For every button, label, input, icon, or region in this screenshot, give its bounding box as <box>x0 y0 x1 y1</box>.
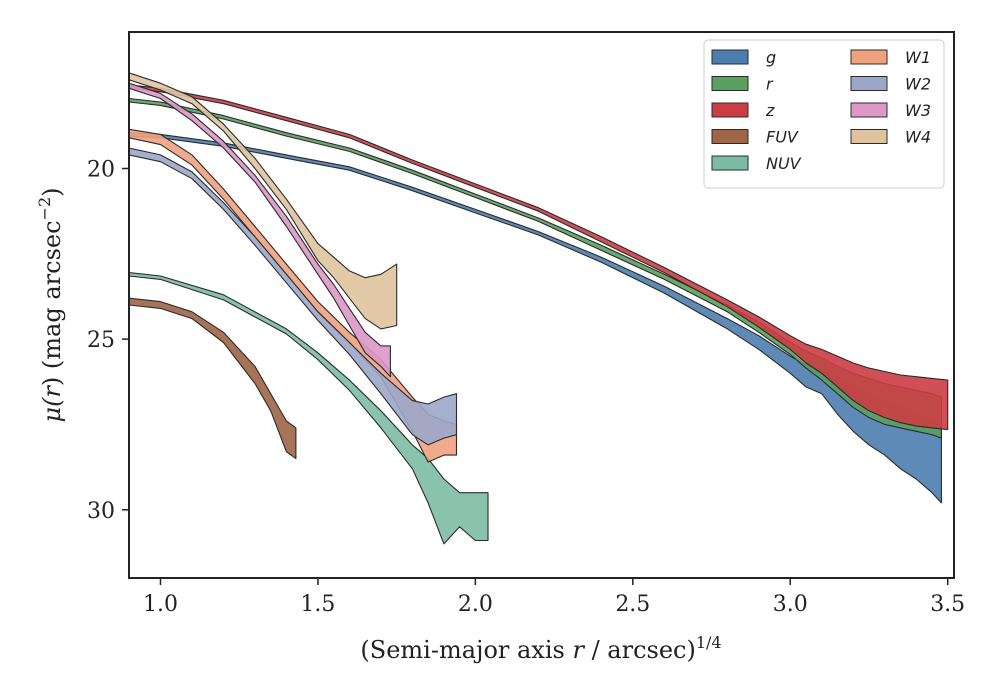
legend-swatch-g <box>711 49 749 65</box>
legend-swatch-z <box>711 102 749 118</box>
y-tick-label: 20 <box>87 158 115 183</box>
legend-label-fuv: FUV <box>766 128 799 147</box>
legend-label-w1: W1 <box>905 48 931 67</box>
series-band-nuv <box>129 272 489 545</box>
legend-label-w2: W2 <box>905 75 931 94</box>
legend-swatch-fuv <box>711 129 749 144</box>
series-band-w2 <box>129 147 458 446</box>
legend-swatch-w1 <box>850 49 888 65</box>
legend-swatch-w2 <box>850 76 888 91</box>
y-axis-label: μ(r) (mag arcsec−2) <box>35 187 66 422</box>
legend-label-z: z <box>765 101 775 120</box>
x-tick-label: 1.5 <box>300 592 335 617</box>
x-tick-label: 3.5 <box>930 592 965 617</box>
y-tick-label: 25 <box>87 328 115 353</box>
y-tick-label: 30 <box>87 499 115 524</box>
series-layer <box>129 72 949 545</box>
series-band-w4 <box>129 72 398 330</box>
x-tick-label: 1.0 <box>143 592 178 617</box>
legend-swatch-w3 <box>850 102 888 118</box>
legend-swatch-nuv <box>711 155 749 171</box>
legend-swatch-r <box>711 76 749 91</box>
series-band-fuv <box>129 297 297 460</box>
plot-frame <box>128 31 955 579</box>
legend-label-g: g <box>766 48 776 67</box>
x-tick-label: 2.0 <box>458 592 493 617</box>
x-tick-label: 2.5 <box>615 592 650 617</box>
legend: grz FUV NUV W1 W2 W3 W4 <box>703 39 945 189</box>
legend-label-nuv: NUV <box>766 154 802 173</box>
x-axis-label: (Semi-major axis r / arcsec)1/4 <box>360 633 721 664</box>
legend-label-r: r <box>766 75 774 94</box>
series-band-g <box>129 132 942 504</box>
series-band-w3 <box>129 82 391 378</box>
legend-swatch-w4 <box>850 129 888 144</box>
series-band-z <box>129 84 949 431</box>
legend-label-w3: W3 <box>905 101 931 120</box>
ticks-layer: 1.0 1.5 2.0 2.5 3.0 3.5 20 25 30 <box>87 158 965 618</box>
x-tick-label: 3.0 <box>773 592 808 617</box>
legend-label-w4: W4 <box>905 128 931 147</box>
